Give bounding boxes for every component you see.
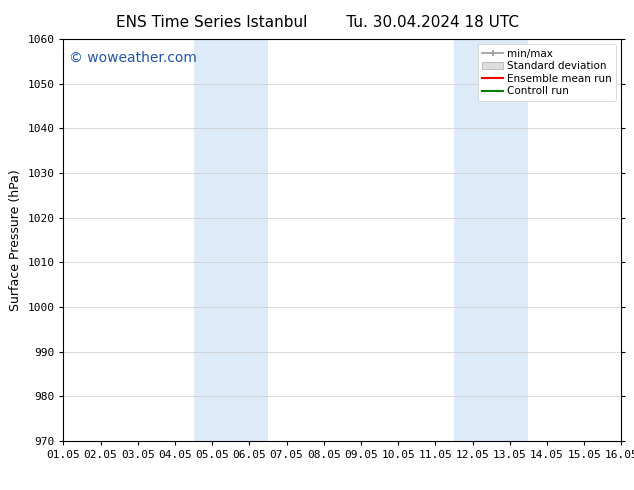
Legend: min/max, Standard deviation, Ensemble mean run, Controll run: min/max, Standard deviation, Ensemble me… xyxy=(478,45,616,100)
Text: ENS Time Series Istanbul        Tu. 30.04.2024 18 UTC: ENS Time Series Istanbul Tu. 30.04.2024 … xyxy=(115,15,519,30)
Bar xyxy=(454,39,528,441)
Bar xyxy=(193,39,268,441)
Y-axis label: Surface Pressure (hPa): Surface Pressure (hPa) xyxy=(9,169,22,311)
Text: © woweather.com: © woweather.com xyxy=(69,51,197,65)
